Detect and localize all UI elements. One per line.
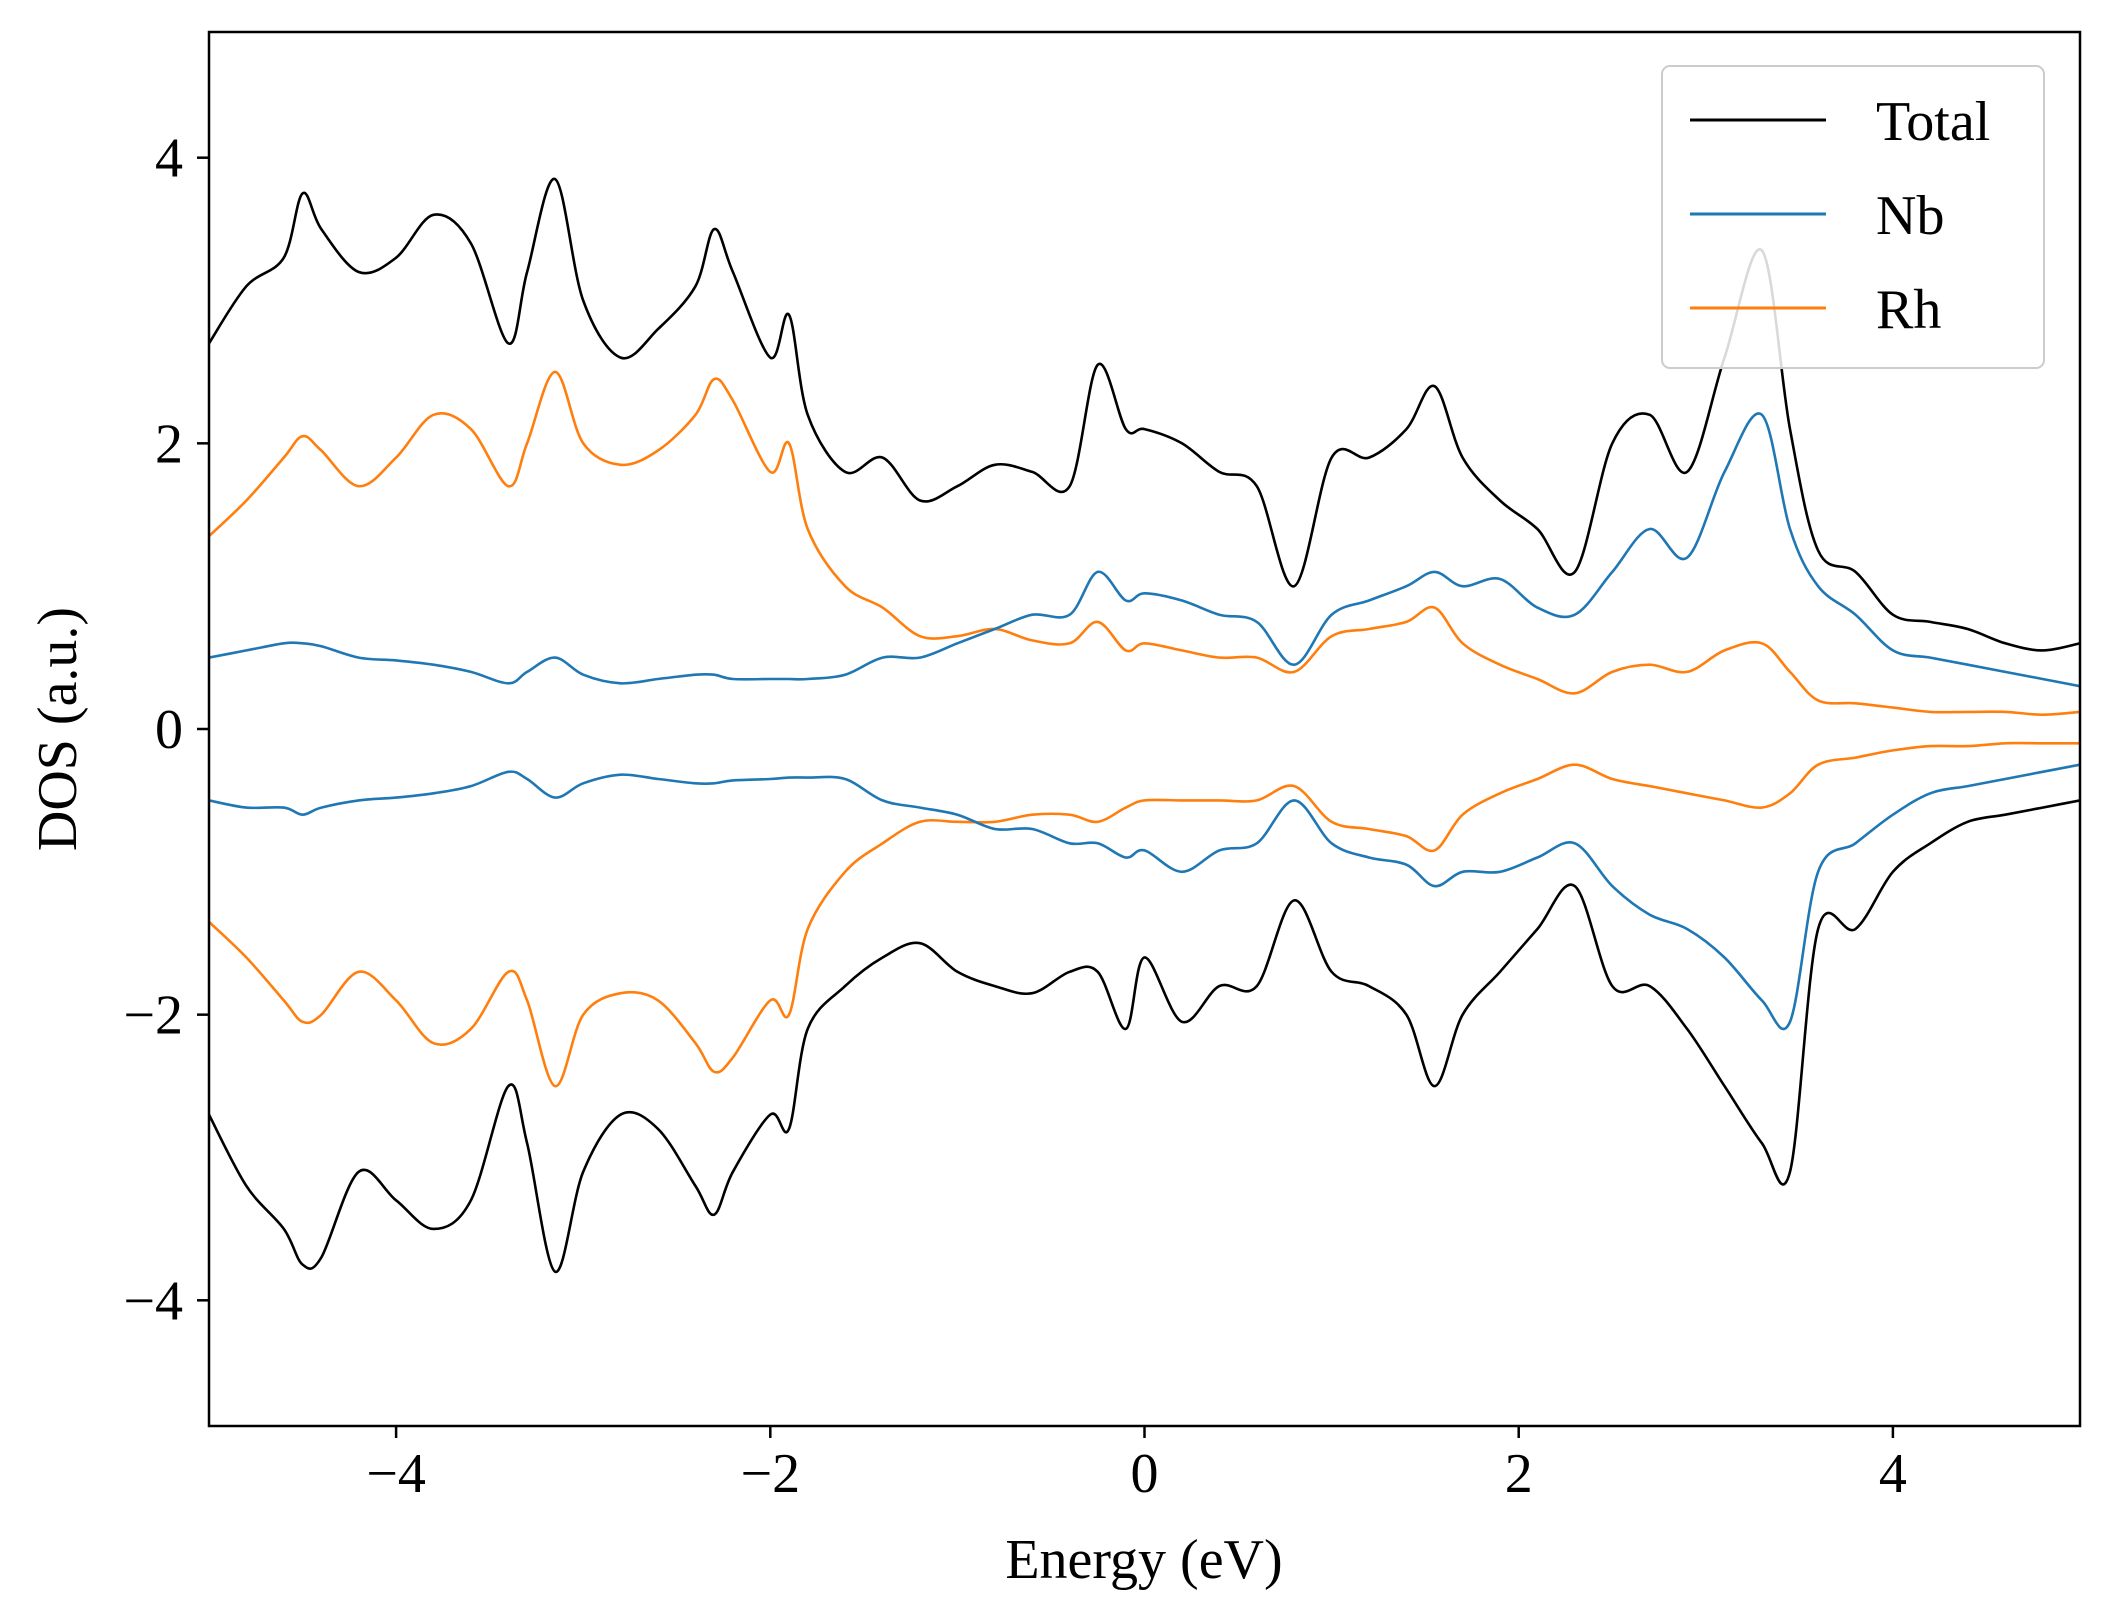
x-axis-label: Energy (eV) [1005,1529,1282,1591]
x-tick-label: 0 [1131,1443,1159,1505]
series-line-rh-up [209,370,2080,716]
x-tick-label: −2 [741,1443,801,1505]
y-tick-label: 4 [155,128,183,190]
y-tick-label: 0 [155,699,183,761]
series-line-total-down [209,799,2080,1274]
legend-label-total: Total [1876,91,1990,153]
series-line-nb-up [209,412,2080,688]
y-tick-label: −4 [123,1270,183,1332]
y-tick-label: 2 [155,413,183,475]
x-tick-label: −4 [366,1443,426,1505]
x-tick-label: 2 [1505,1443,1533,1505]
ticks-layer: −4 −2 0 2 4 −4 −2 0 2 4 [123,128,1906,1505]
series-line-rh-down [209,741,2080,1088]
legend-frame [1661,65,2045,369]
series-line-nb-down [209,763,2080,1031]
x-tick-label: 4 [1879,1443,1907,1505]
legend-label-rh: Rh [1876,279,1941,341]
legend: Total Nb Rh [1661,65,2045,369]
y-axis-label: DOS (a.u.) [27,607,89,851]
y-tick-label: −2 [123,985,183,1047]
legend-label-nb: Nb [1876,185,1944,247]
series-layer [209,177,2080,1274]
